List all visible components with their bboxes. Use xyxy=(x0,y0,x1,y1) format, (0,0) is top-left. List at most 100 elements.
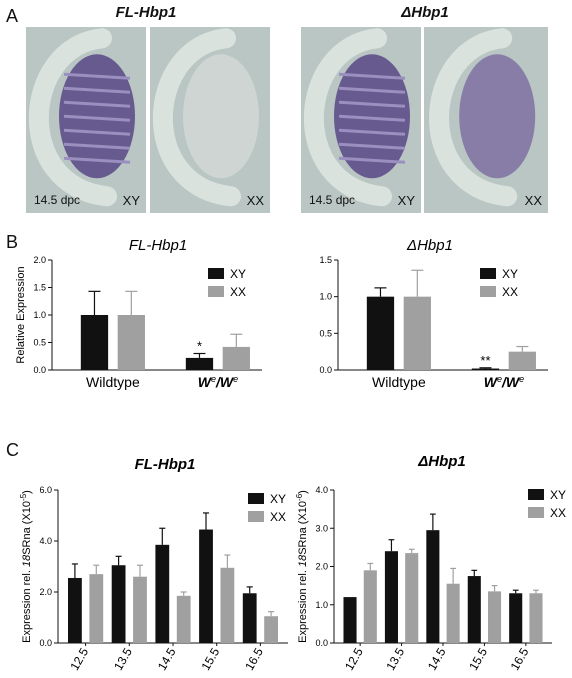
x-tick-label: We/We xyxy=(198,374,238,390)
testis-cord xyxy=(63,128,131,136)
panel-label-b: B xyxy=(6,232,19,252)
embryo-photo-3: 14.5 dpc XY xyxy=(301,27,421,213)
x-tick-label: 14.5 xyxy=(425,645,449,673)
testis-cord xyxy=(63,142,131,150)
bar-xx xyxy=(403,296,431,370)
y-axis-label: Expression rel. 18SRna (X10-6) xyxy=(295,490,309,643)
y-tick-label: 3.0 xyxy=(315,523,328,533)
panel-a-title-fl: FL-Hbp1 xyxy=(115,4,177,21)
testis-cord xyxy=(63,156,131,164)
testis-cord xyxy=(338,156,406,164)
legend-label: XY xyxy=(230,267,246,281)
x-tick-label: 12.5 xyxy=(342,645,366,673)
y-tick-label: 1.0 xyxy=(315,600,328,610)
y-axis-label: Relative Expression xyxy=(15,266,27,363)
x-tick-label: 13.5 xyxy=(111,645,135,673)
panel-label-a: A xyxy=(6,6,19,26)
mesonephros-shape xyxy=(303,28,392,207)
legend-label: XX xyxy=(550,506,566,520)
bar-xx xyxy=(89,574,104,643)
gonad-shape xyxy=(459,54,536,179)
y-tick-label: 1.5 xyxy=(319,255,332,265)
legend-label: XX xyxy=(502,285,518,299)
bar-xy xyxy=(467,576,481,643)
y-tick-label: 0.5 xyxy=(33,338,46,348)
panel-label-c: C xyxy=(6,440,19,460)
testis-cord xyxy=(338,86,406,94)
gonad-drawing xyxy=(28,28,135,207)
panel-a-title-delta: ΔHbp1 xyxy=(401,4,449,21)
legend-swatch-xy xyxy=(480,268,496,279)
y-tick-label: 0.0 xyxy=(39,638,52,648)
embryo-photo-4: XX xyxy=(424,27,548,213)
legend-label: XX xyxy=(270,510,286,524)
y-tick-label: 1.5 xyxy=(33,283,46,293)
chart-title: ΔHbp1 xyxy=(417,453,466,470)
testis-cord xyxy=(63,86,131,94)
x-tick-label: 16.5 xyxy=(508,645,532,673)
y-tick-label: 1.0 xyxy=(319,292,332,302)
sex-label: XY xyxy=(122,193,140,208)
bar-xx xyxy=(264,616,278,643)
bar-xx xyxy=(446,583,460,643)
bar-xx xyxy=(363,570,377,643)
x-tick-label: Wildtype xyxy=(372,374,426,390)
bar-xy xyxy=(366,296,395,370)
bar-xx xyxy=(222,346,250,370)
x-tick-label: 15.5 xyxy=(198,645,222,673)
sex-label: XX xyxy=(246,193,264,208)
embryo-photo-2: XX xyxy=(150,27,270,213)
bar-xx xyxy=(529,593,543,643)
bar-xx xyxy=(405,553,419,643)
gonad-shape xyxy=(183,54,259,179)
bar-xx xyxy=(508,351,536,370)
bar-xy xyxy=(68,577,82,643)
bar-xy xyxy=(80,315,109,370)
legend-label: XY xyxy=(550,488,566,502)
stage-label: 14.5 dpc xyxy=(34,193,81,207)
mesonephros-shape xyxy=(429,28,518,207)
bar-xx xyxy=(117,315,145,370)
bar-xy xyxy=(199,529,213,643)
x-tick-label: 15.5 xyxy=(466,645,490,673)
stage-label: 14.5 dpc xyxy=(309,193,356,207)
testis-cord xyxy=(63,72,131,80)
y-tick-label: 4.0 xyxy=(315,485,328,495)
x-tick-label: Wildtype xyxy=(86,374,140,390)
chart-title: FL-Hbp1 xyxy=(135,456,196,473)
y-tick-label: 2.0 xyxy=(39,587,52,597)
x-tick-label: 16.5 xyxy=(242,645,266,673)
legend-label: XY xyxy=(270,492,286,506)
bar-xy xyxy=(185,357,214,370)
mesonephros-shape xyxy=(152,28,241,207)
sex-label: XY xyxy=(397,193,415,208)
legend-swatch-xx xyxy=(208,286,224,297)
bar-xx xyxy=(133,576,147,643)
bar-xy xyxy=(155,544,170,643)
testis-cord xyxy=(63,114,131,122)
testis-cord xyxy=(338,142,406,150)
bar-xx xyxy=(488,591,502,643)
chart-title: FL-Hbp1 xyxy=(129,237,187,254)
gonad-drawing xyxy=(429,28,536,207)
chart-title: ΔHbp1 xyxy=(406,237,453,254)
testis-cord xyxy=(63,100,131,108)
y-tick-label: 4.0 xyxy=(39,536,52,546)
bar-xy xyxy=(426,530,440,643)
y-tick-label: 2.0 xyxy=(33,255,46,265)
y-tick-label: 6.0 xyxy=(39,485,52,495)
gonad-drawing xyxy=(152,28,259,207)
mesonephros-shape xyxy=(28,28,117,207)
y-tick-label: 0.0 xyxy=(315,638,328,648)
legend-swatch-xy xyxy=(248,493,264,504)
legend-swatch-xx xyxy=(480,286,496,297)
significance-marker: ** xyxy=(480,353,490,368)
testis-cord xyxy=(338,100,406,108)
legend-swatch-xy xyxy=(208,268,224,279)
bar-xy xyxy=(111,565,126,643)
legend-swatch-xx xyxy=(248,511,264,522)
bar-xy xyxy=(343,597,357,643)
legend-swatch-xy xyxy=(528,489,544,500)
x-tick-label: We/We xyxy=(484,374,524,390)
